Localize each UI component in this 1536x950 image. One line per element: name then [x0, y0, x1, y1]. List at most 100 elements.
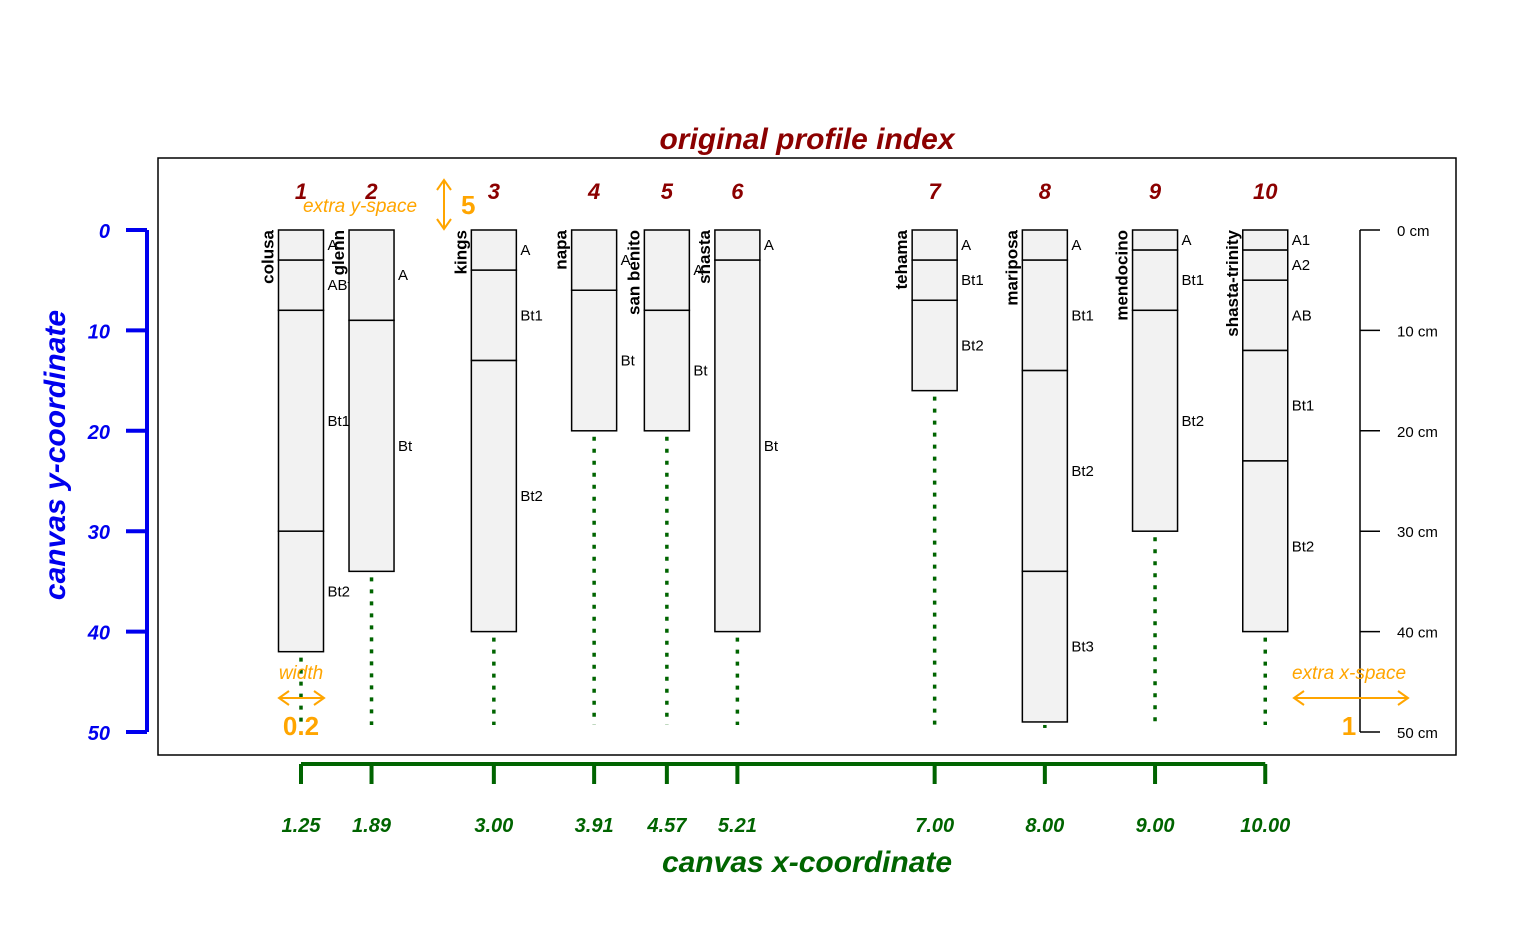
width-value: 0.2 [283, 711, 319, 741]
horizon-A2 [1242, 249, 1289, 281]
horizon-label: Bt2 [328, 583, 351, 600]
profile-index-label: 5 [661, 179, 674, 204]
horizon-AB [1242, 279, 1289, 352]
horizon-Bt [643, 309, 691, 432]
annotations-layer: extra y-space 5 width 0.2 extra x-space 1 [277, 178, 1410, 741]
profile-index-label: 2 [364, 179, 378, 204]
horizon-label: Bt [398, 438, 413, 455]
horizon-label: A1 [1292, 232, 1310, 249]
horizon-label: Bt2 [1292, 538, 1315, 555]
profile-shasta: A Bt 6 shasta [695, 179, 779, 725]
horizon-label: A [398, 267, 408, 284]
profile-index-label: 9 [1149, 179, 1162, 204]
extra-x-space-arrow [1292, 690, 1410, 706]
profile-name-label: glenn [329, 230, 348, 275]
profile-mariposa: A Bt1 Bt2 Bt3 8 mariposa [1002, 179, 1094, 728]
x-tick-label: 8.00 [1025, 815, 1064, 837]
horizon-Bt1 [277, 309, 325, 532]
y-tick-label: 10 [88, 321, 110, 343]
profile-name-label: san benito [624, 230, 643, 315]
profile-index-label: 8 [1039, 179, 1052, 204]
horizon-A [1021, 229, 1069, 261]
depth-tick-label: 40 cm [1397, 625, 1438, 642]
horizon-A [911, 229, 958, 261]
y-tick-label: 0 [99, 221, 110, 243]
horizon-label: Bt1 [328, 413, 351, 430]
extra-y-space-arrow [436, 178, 452, 231]
horizon-Bt1 [1131, 249, 1179, 312]
profile-shasta-trinity: A1 A2 AB Bt1 Bt2 10 shasta-trinity [1223, 179, 1315, 725]
extra-x-space-label: extra x-space [1292, 663, 1406, 684]
horizon-ABt [277, 259, 325, 312]
horizon-label: A [328, 237, 338, 254]
horizon-A [277, 229, 325, 261]
y-tick-label: 30 [88, 522, 110, 544]
horizon-A [714, 229, 761, 261]
profile-index-label: 6 [731, 179, 744, 204]
horizon-label: Bt1 [961, 272, 984, 289]
horizon-Bt [714, 259, 761, 633]
horizon-label: A [621, 252, 631, 269]
arrow-head-top [436, 178, 452, 191]
profile-index-label: 4 [587, 179, 600, 204]
profile-name-label: kings [451, 230, 470, 274]
horizon-label: Bt2 [520, 488, 543, 505]
profile-name-label: shasta-trinity [1223, 229, 1242, 336]
profile-name-label: mendocino [1113, 230, 1132, 321]
profile-name-label: napa [552, 229, 571, 269]
horizon-Bt1 [1021, 259, 1069, 372]
horizon-Bt2 [277, 530, 325, 653]
arrow-head-right [1397, 690, 1410, 706]
horizon-A [348, 229, 395, 322]
horizon-label: A [1182, 232, 1192, 249]
arrow-head-bottom [436, 218, 452, 231]
profile-name-label: colusa [259, 229, 278, 283]
profile-mendocino: A Bt1 Bt2 9 mendocino [1113, 179, 1205, 725]
depth-tick-label: 30 cm [1397, 524, 1438, 541]
profile-kings: A Bt1 Bt2 3 kings [451, 179, 543, 725]
horizon-Bt2 [911, 299, 958, 392]
horizon-label: Bt1 [1071, 307, 1094, 324]
horizon-label: Bt2 [961, 337, 984, 354]
horizon-Bt1 [1242, 349, 1289, 462]
horizon-label: A2 [1292, 257, 1310, 274]
x-tick-label: 3.00 [474, 815, 513, 837]
profile-san-benito: A Bt 5 san benito [624, 179, 708, 725]
horizon-A [470, 229, 518, 271]
profile-tehama: A Bt1 Bt2 7 tehama [892, 179, 984, 725]
x-tick-label: 1.89 [352, 815, 392, 837]
y-tick-label: 50 [88, 723, 110, 745]
horizon-label: Bt [621, 353, 636, 370]
horizon-label: Bt1 [1292, 398, 1315, 415]
horizon-label: A [764, 237, 774, 254]
x-tick-label: 10.00 [1240, 815, 1290, 837]
horizon-A1 [1242, 229, 1289, 251]
profile-index-label: 1 [295, 179, 307, 204]
horizon-label: Bt [764, 438, 779, 455]
x-axis: 1.25 1.89 3.00 3.91 4.57 5.21 7.00 8.00 9.00 10.0… [282, 762, 1290, 837]
arrow-head-left [1292, 690, 1305, 706]
x-axis-label: canvas x-coordinate [662, 846, 952, 879]
horizon-A [643, 229, 691, 312]
horizon-A [570, 229, 618, 291]
y-tick-label: 40 [87, 623, 110, 645]
horizon-label: A [961, 237, 971, 254]
horizon-label: Bt1 [520, 307, 543, 324]
x-tick-label: 4.57 [646, 815, 687, 837]
profile-napa: A Bt 4 napa [552, 179, 636, 725]
horizon-Bt [570, 289, 618, 432]
horizon-Bt1 [470, 269, 518, 362]
horizon-Bt3 [1021, 570, 1069, 723]
plot-frame [157, 157, 1457, 756]
horizon-label: AB [1292, 307, 1312, 324]
extra-y-space-label: extra y-space [303, 196, 417, 217]
width-label: width [279, 663, 323, 684]
horizon-label: Bt2 [1071, 463, 1094, 480]
y-axis: 0 10 20 30 40 50 [87, 221, 149, 745]
horizon-label: Bt1 [1182, 272, 1205, 289]
horizon-A [1131, 229, 1179, 251]
horizon-label: A [1071, 237, 1081, 254]
profile-name-label: tehama [892, 229, 911, 289]
horizon-label: A [693, 262, 703, 279]
